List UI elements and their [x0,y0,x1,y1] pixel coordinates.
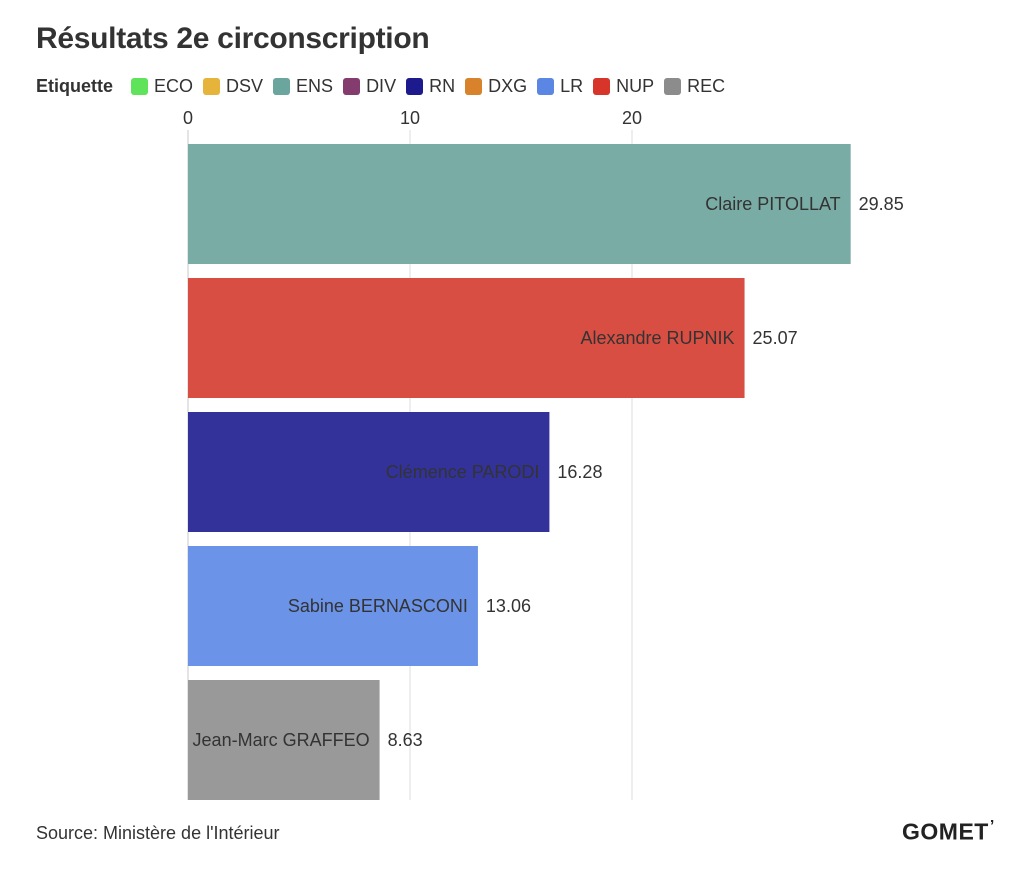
legend-swatch-dxg [465,77,483,95]
source-note: Source: Ministère de l'Intérieur [36,823,280,843]
chart-title: Résultats 2e circonscription [36,22,430,55]
legend-item-rec[interactable]: REC [664,76,725,97]
legend-label-lr: LR [560,75,584,96]
bar-alexandre-rupnik [188,278,745,398]
legend-swatch-rn [406,77,424,95]
legend-label-dxg: DXG [488,75,528,96]
bar-value-label: 8.63 [388,730,423,750]
logo-text: GOMET [902,818,989,845]
bar-claire-pitollat [188,144,851,264]
legend-title: Etiquette [36,75,114,96]
legend-item-lr[interactable]: LR [537,76,583,97]
bar-cl-mence-parodi [188,412,550,532]
gomet-logo: GOMET’ [902,818,995,846]
legend-item-ens[interactable]: ENS [273,76,333,97]
x-tick-label-0: 0 [183,108,193,128]
x-tick-label-20: 20 [622,108,642,128]
bar-value-label: 16.28 [557,462,602,482]
bar-name-label: Claire PITOLLAT [705,194,840,214]
logo-mark: ’ [989,818,995,835]
legend-swatch-rec [664,77,682,95]
legend-swatch-div [343,77,361,95]
legend-label-rec: REC [687,75,726,96]
legend-item-dsv[interactable]: DSV [203,76,263,97]
legend-label-ens: ENS [296,75,334,96]
bar-name-label: Sabine BERNASCONI [288,596,468,616]
bar-chart: 0 10 20 Claire PITOLLAT 29.85 Alexandre RUPNI… [183,108,904,800]
bar-name-label: Clémence PARODI [386,462,540,482]
legend-label-rn: RN [429,75,456,96]
legend-swatch-lr [537,77,555,95]
legend: Etiquette ECO DSV ENS DIV RN DXG LR NUP … [36,72,735,100]
bar-value-label: 25.07 [753,328,798,348]
legend-item-eco[interactable]: ECO [131,76,193,97]
bar-jean-marc-graffeo [188,680,380,800]
legend-label-eco: ECO [154,75,194,96]
legend-swatch-dsv [203,77,221,95]
bar-value-label: 29.85 [859,194,904,214]
legend-swatch-nup [593,77,611,95]
bar-value-label: 13.06 [486,596,531,616]
legend-label-div: DIV [366,75,397,96]
legend-label-dsv: DSV [226,75,264,96]
bar-name-label: Alexandre RUPNIK [580,328,734,348]
legend-swatch-ens [273,77,291,95]
legend-label-nup: NUP [616,75,655,96]
legend-item-nup[interactable]: NUP [593,76,654,97]
legend-item-rn[interactable]: RN [406,76,455,97]
legend-item-div[interactable]: DIV [343,76,396,97]
x-tick-label-10: 10 [400,108,420,128]
legend-item-dxg[interactable]: DXG [465,76,527,97]
bar-name-label: Jean-Marc GRAFFEO [193,730,370,750]
bar-sabine-bernasconi [188,546,478,666]
legend-swatch-eco [131,77,149,95]
